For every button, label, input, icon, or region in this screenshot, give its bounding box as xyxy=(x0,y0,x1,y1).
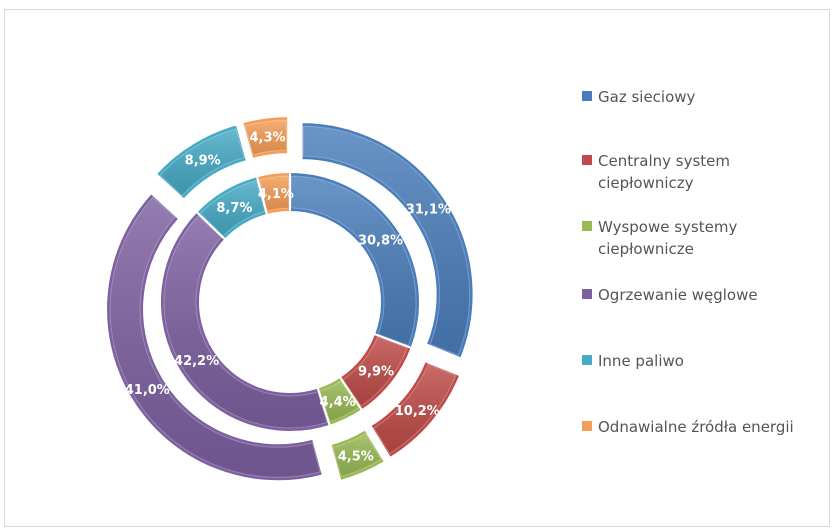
inner-slice-bevel-wyspowe-systemy-cieplownicze xyxy=(319,380,360,423)
inner-slice-bevel-inne-paliwo xyxy=(199,179,266,237)
legend-swatch xyxy=(582,421,592,431)
inner-label-centralny-system-cieplowniczy: 9,9% xyxy=(358,365,394,380)
outer-slice-bevel-ogrzewanie-weglowe xyxy=(109,196,321,478)
slice-labels-group: 31,1% 10,2% 4,5% 41,0% 8,9% 4,3% 30,8% 9,9%4,4%… xyxy=(125,131,451,465)
inner-label-wyspowe-systemy-cieplownicze: 4,4% xyxy=(320,395,356,410)
outer-label-gaz-sieciowy: 31,1% xyxy=(406,203,451,218)
inner-slice-bevel-centralny-system-cieplowniczy xyxy=(342,335,408,407)
legend-label: Wyspowe systemy ciepłownicze xyxy=(598,218,738,258)
legend-item-inne-paliwo: Inne paliwo xyxy=(582,350,818,372)
inner-label-gaz-sieciowy: 30,8% xyxy=(358,234,403,249)
legend-item-gaz-sieciowy: Gaz sieciowy xyxy=(582,86,818,108)
inner-slice-bevel-gaz-sieciowy xyxy=(290,175,417,346)
rings-group xyxy=(105,115,475,483)
legend-swatch xyxy=(582,221,592,231)
legend-item-centralny-system: Centralny system ciepłowniczy xyxy=(582,150,818,194)
inner-slice-bevel-odnawialne-zrodla-energii xyxy=(258,175,290,212)
inner-label-inne-paliwo: 8,7% xyxy=(216,201,252,216)
legend-swatch xyxy=(582,91,592,101)
inner-label-ogrzewanie-weglowe: 42,2% xyxy=(174,354,219,369)
legend-label: Odnawialne źródła energii xyxy=(598,418,794,436)
inner-slice-bevel-ogrzewanie-weglowe xyxy=(163,214,328,429)
legend-label: Ogrzewanie węglowe xyxy=(598,286,758,304)
legend-item-odnawialne-zrodla: Odnawialne źródła energii xyxy=(582,416,818,438)
outer-label-ogrzewanie-weglowe: 41,0% xyxy=(125,383,170,398)
legend-swatch xyxy=(582,155,592,165)
outer-label-odnawialne-zrodla-energii: 4,3% xyxy=(249,131,285,146)
outer-label-centralny-system-cieplowniczy: 10,2% xyxy=(395,404,440,419)
outer-label-wyspowe-systemy-cieplownicze: 4,5% xyxy=(338,450,374,465)
outer-slice-bevel-wyspowe-systemy-cieplownicze xyxy=(332,432,382,478)
legend-label: Inne paliwo xyxy=(598,352,684,370)
outer-slice-bevel-inne-paliwo xyxy=(159,128,245,197)
outer-slice-bevel-centralny-system-cieplowniczy xyxy=(373,363,457,455)
legend-swatch xyxy=(582,355,592,365)
legend-item-wyspowe-systemy: Wyspowe systemy ciepłownicze xyxy=(582,216,818,260)
outer-slice-bevel-odnawialne-zrodla-energii xyxy=(244,119,287,156)
legend-label: Centralny system ciepłowniczy xyxy=(598,152,730,192)
legend-swatch xyxy=(582,289,592,299)
outer-slice-bevel-gaz-sieciowy xyxy=(302,125,471,356)
outer-slice-gaz-sieciowy xyxy=(300,121,475,360)
legend-item-ogrzewanie-weglowe: Ogrzewanie węglowe xyxy=(582,284,818,306)
legend-label: Gaz sieciowy xyxy=(598,88,696,106)
inner-label-odnawialne-zrodla-energii: 4,1% xyxy=(258,187,294,202)
outer-label-inne-paliwo: 8,9% xyxy=(185,154,221,169)
